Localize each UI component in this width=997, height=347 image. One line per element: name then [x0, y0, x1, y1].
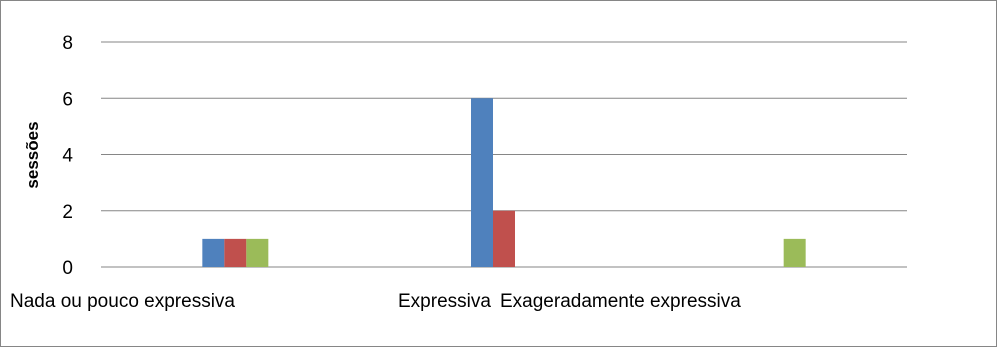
y-tick-label: 2 [62, 202, 73, 223]
bars [202, 98, 806, 267]
bar-series3-cat1 [246, 238, 269, 267]
bar-series3-cat3 [783, 238, 806, 267]
bar-series1-cat2 [471, 98, 493, 267]
bar-series2-cat1 [224, 238, 247, 267]
y-tick-label: 0 [62, 258, 73, 279]
x-axis-labels: Nada ou pouco expressiva Expressiva Exager… [10, 291, 741, 312]
y-tick-label: 8 [62, 33, 73, 54]
y-axis-title: sessões [23, 121, 42, 188]
x-category-label: Expressiva [398, 291, 491, 312]
bar-series1-cat1 [202, 238, 225, 267]
x-category-label: Exageradamente expressiva [500, 291, 741, 312]
x-category-label: Nada ou pouco expressiva [10, 291, 235, 312]
y-axis-ticks: 0 2 4 6 8 [62, 33, 73, 279]
y-tick-label: 4 [62, 146, 73, 167]
y-tick-label: 6 [62, 89, 73, 110]
bar-series2-cat2 [493, 210, 515, 267]
